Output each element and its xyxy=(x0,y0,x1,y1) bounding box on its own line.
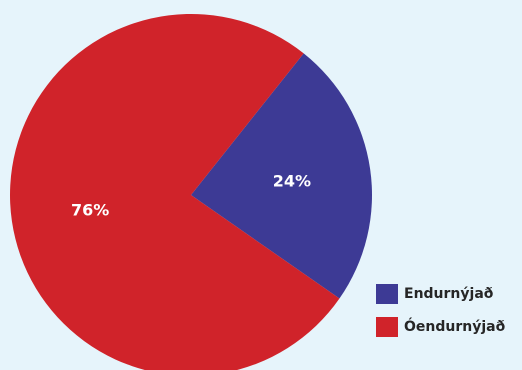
legend-label-oendurnyjad: Óendurnýjað xyxy=(404,319,506,335)
pie-slice-oendurnyjad xyxy=(10,14,340,370)
legend-swatch-endurnyjad xyxy=(376,284,398,304)
legend-item-endurnyjad: Endurnýjað xyxy=(376,284,522,304)
slice-label-oendurnyjad: 76% xyxy=(71,201,109,220)
legend: Endurnýjað Óendurnýjað xyxy=(376,284,522,350)
slice-label-endurnyjad: 24% xyxy=(273,171,311,190)
legend-label-endurnyjad: Endurnýjað xyxy=(404,286,494,302)
pie-slice-endurnyjad xyxy=(191,53,373,299)
legend-item-oendurnyjad: Óendurnýjað xyxy=(376,317,522,337)
legend-swatch-oendurnyjad xyxy=(376,317,398,337)
